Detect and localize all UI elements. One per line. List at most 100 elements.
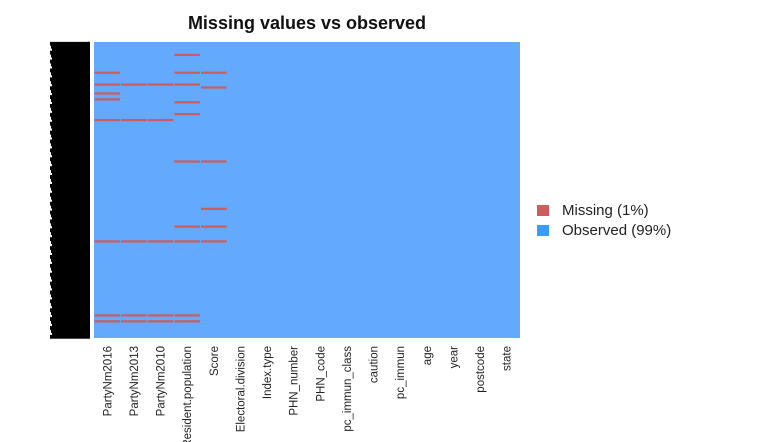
row-label-ink bbox=[51, 302, 90, 307]
x-tick-label: caution bbox=[369, 346, 381, 383]
row-label-ink bbox=[51, 115, 90, 120]
row-label-ink bbox=[51, 266, 90, 271]
missing-cell bbox=[147, 118, 174, 122]
row-label-ink bbox=[51, 213, 90, 218]
row-label-ink bbox=[51, 178, 90, 182]
row-label-ink bbox=[52, 323, 90, 327]
row-label-ink bbox=[52, 260, 90, 265]
row-label-ink bbox=[52, 225, 90, 230]
row-label-ink bbox=[51, 124, 90, 129]
row-label-ink bbox=[50, 272, 90, 277]
row-label-ink bbox=[52, 305, 90, 310]
x-tick-label: pc_immun bbox=[395, 346, 407, 399]
row-labels: 1234567891011121314151617181920212223242… bbox=[50, 41, 90, 340]
row-label-ink bbox=[50, 228, 90, 233]
x-tick-label: PartyNm2013 bbox=[129, 346, 141, 416]
row-label-ink bbox=[50, 148, 90, 153]
row-label-ink bbox=[50, 192, 90, 197]
x-tick-label: PartyNm2010 bbox=[156, 346, 168, 416]
row-label-ink bbox=[51, 71, 90, 76]
row-label-ink bbox=[52, 145, 90, 150]
missing-cell bbox=[174, 225, 200, 228]
missing-cell bbox=[94, 240, 121, 243]
row-label-ink bbox=[52, 65, 90, 70]
row-label-ink bbox=[51, 311, 90, 316]
row-label-ink bbox=[51, 142, 90, 147]
row-label-ink bbox=[50, 41, 90, 46]
missing-cell bbox=[174, 101, 200, 104]
missing-cell bbox=[174, 83, 200, 86]
missing-cell bbox=[121, 240, 147, 243]
row-label-ink bbox=[52, 136, 90, 141]
row-label-ink bbox=[52, 234, 90, 239]
legend-label: Missing (1%) bbox=[562, 202, 649, 219]
row-label-ink bbox=[50, 112, 90, 117]
row-label-ink bbox=[52, 278, 90, 283]
x-axis-tick-labels: PartyNm2016 PartyNm2013 PartyNm2010 Residen… bbox=[102, 346, 513, 442]
row-label-ink bbox=[52, 216, 90, 221]
missing-cell bbox=[94, 118, 121, 122]
row-label-ink bbox=[50, 246, 90, 250]
row-label-ink bbox=[50, 210, 90, 215]
row-label-ink bbox=[50, 308, 90, 313]
missing-cell bbox=[174, 113, 200, 116]
row-label-ink bbox=[50, 290, 90, 295]
row-label-ink bbox=[50, 130, 90, 135]
x-tick-label: pc_immun_class bbox=[342, 346, 354, 432]
legend-swatch bbox=[537, 205, 549, 216]
row-label-ink bbox=[51, 249, 90, 253]
row-label-ink bbox=[50, 121, 90, 126]
observed-cells-background bbox=[94, 42, 520, 338]
row-label-ink bbox=[51, 284, 90, 289]
row-label-ink bbox=[52, 296, 90, 301]
missing-cell bbox=[94, 92, 121, 95]
row-label-ink bbox=[51, 257, 90, 262]
legend-swatch bbox=[537, 225, 549, 236]
missing-cell bbox=[147, 320, 174, 323]
row-label-ink bbox=[51, 151, 90, 156]
row-label-ink bbox=[50, 95, 90, 99]
row-label-ink bbox=[50, 77, 90, 82]
row-label-ink bbox=[51, 98, 90, 102]
row-label-ink bbox=[51, 329, 90, 333]
row-label-ink bbox=[51, 169, 90, 173]
missing-cell bbox=[201, 207, 227, 210]
row-label-ink bbox=[52, 109, 90, 114]
row-label-ink bbox=[52, 189, 90, 194]
row-label-ink bbox=[52, 83, 90, 88]
row-label-ink bbox=[52, 269, 90, 274]
row-label-ink bbox=[52, 331, 90, 336]
x-tick-label: Score bbox=[209, 346, 221, 376]
row-label-ink bbox=[52, 118, 90, 123]
row-label-ink bbox=[51, 62, 90, 67]
row-label-ink bbox=[50, 166, 90, 170]
row-label-ink bbox=[52, 207, 90, 212]
x-tick-label: state bbox=[502, 346, 514, 371]
row-label-ink bbox=[51, 222, 90, 227]
row-label-ink bbox=[51, 293, 90, 298]
row-label-ink bbox=[51, 195, 90, 200]
legend: Missing (1%) Observed (99%) bbox=[537, 202, 671, 239]
x-tick-label: Resident.population bbox=[182, 346, 194, 442]
x-tick-label: Index.type bbox=[262, 346, 274, 399]
row-label-ink bbox=[52, 47, 90, 52]
row-label-ink bbox=[51, 53, 90, 58]
missing-cell bbox=[121, 83, 147, 86]
x-tick-label: age bbox=[422, 346, 434, 365]
row-label-ink bbox=[50, 68, 90, 73]
legend-label: Observed (99%) bbox=[562, 222, 671, 239]
row-label-ink bbox=[51, 186, 90, 191]
missing-cell bbox=[147, 83, 174, 86]
row-label-ink bbox=[50, 263, 90, 268]
missing-cell bbox=[201, 240, 227, 243]
missing-cell bbox=[174, 71, 200, 74]
row-label-ink bbox=[52, 101, 90, 105]
row-label-ink bbox=[50, 86, 90, 91]
row-label-ink bbox=[50, 255, 90, 259]
row-label-ink bbox=[51, 80, 90, 85]
missing-cell bbox=[174, 160, 200, 163]
missing-cell bbox=[147, 240, 174, 243]
row-label-ink bbox=[50, 299, 90, 304]
row-label-ink bbox=[50, 50, 90, 55]
